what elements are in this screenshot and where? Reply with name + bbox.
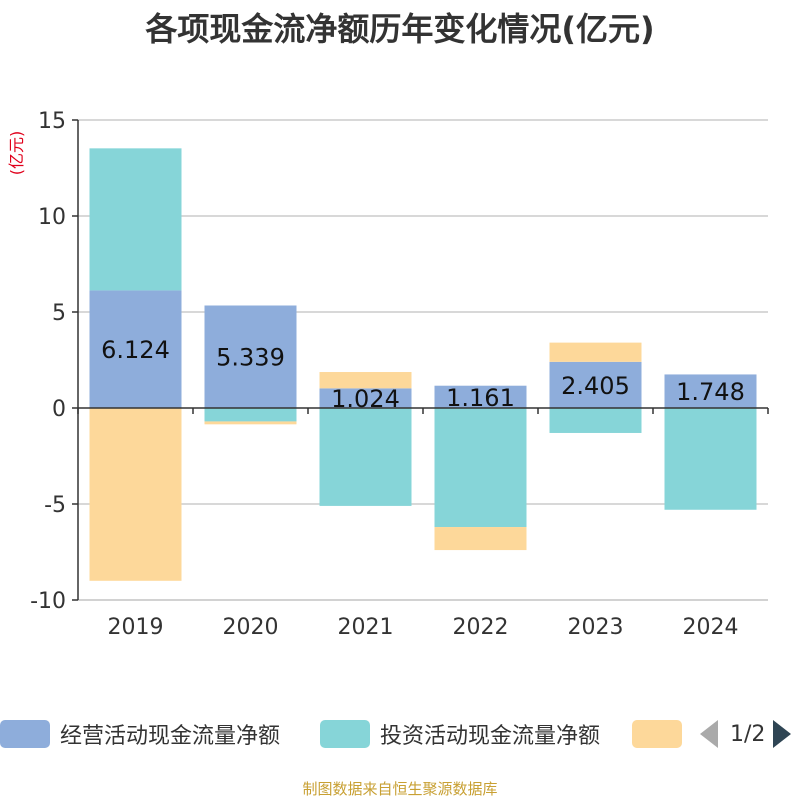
source-note: 制图数据来自恒生聚源数据库: [302, 780, 498, 798]
x-tick-label: 2021: [338, 615, 394, 640]
legend-pager: 1/2: [700, 716, 792, 752]
bar-series0-2021[interactable]: [319, 388, 412, 408]
bar-series1-2019[interactable]: [89, 148, 182, 291]
bar-series2-2019[interactable]: [89, 408, 182, 581]
legend-item-operating[interactable]: 经营活动现金流量净额: [0, 716, 280, 752]
bar-series0-2023[interactable]: [549, 361, 642, 408]
bar-series1-2022[interactable]: [434, 408, 527, 528]
bar-series0-2020[interactable]: [204, 305, 297, 408]
legend-swatch-third: [632, 720, 682, 748]
grid-lines: [78, 119, 768, 601]
bar-series2-2023[interactable]: [549, 342, 642, 362]
y-tick-label: 10: [38, 205, 66, 230]
data-label: 1.161: [446, 384, 515, 412]
bar-series2-2020[interactable]: [204, 421, 297, 425]
chart-title: 各项现金流净额历年变化情况(亿元): [145, 10, 655, 48]
bar-series1-2021[interactable]: [319, 408, 412, 506]
legend-item-investing[interactable]: 投资活动现金流量净额: [320, 716, 600, 752]
bar-series0-2019[interactable]: [89, 290, 182, 408]
legend-swatch-operating: [0, 720, 50, 748]
bars: [89, 148, 757, 581]
legend-swatch-investing: [320, 720, 370, 748]
y-axis-label: (亿元): [7, 131, 26, 176]
data-label: 1.748: [676, 378, 745, 406]
x-tick-label: 2020: [223, 615, 279, 640]
y-tick-label: 5: [52, 301, 66, 326]
pager-prev-icon[interactable]: [700, 720, 718, 748]
y-tick-label: 15: [38, 109, 66, 134]
y-tick-label: -5: [44, 493, 66, 518]
legend-label-operating: 经营活动现金流量净额: [60, 724, 281, 749]
bar-series0-2022[interactable]: [434, 385, 527, 408]
data-labels: 6.124 5.339 1.024 1.161 2.405 1.748: [101, 336, 745, 413]
x-tick-label: 2022: [453, 615, 509, 640]
data-label: 2.405: [561, 372, 630, 400]
pager-text: 1/2: [730, 721, 766, 747]
x-tick-label: 2023: [568, 615, 624, 640]
bar-series1-2023[interactable]: [549, 408, 642, 433]
bar-series2-2022[interactable]: [434, 527, 527, 551]
data-label: 1.024: [331, 385, 400, 413]
data-label: 6.124: [101, 336, 170, 364]
legend-label-investing: 投资活动现金流量净额: [380, 724, 601, 749]
legend-item-third[interactable]: [632, 716, 682, 752]
pager-next-icon[interactable]: [773, 720, 792, 748]
axes: -10 -5 0 5 10 15 (亿元) 2019 2020 2021 2022 2023 2024: [7, 109, 769, 640]
y-tick-label: -10: [30, 589, 66, 614]
bar-series2-2021[interactable]: [319, 372, 412, 389]
bar-series0-2024[interactable]: [664, 374, 757, 408]
bar-series1-2024[interactable]: [664, 408, 757, 510]
x-tick-label: 2024: [683, 615, 739, 640]
y-tick-label: 0: [52, 397, 66, 422]
bar-series1-2020[interactable]: [204, 408, 297, 422]
data-label: 5.339: [216, 344, 285, 372]
x-tick-label: 2019: [108, 615, 164, 640]
